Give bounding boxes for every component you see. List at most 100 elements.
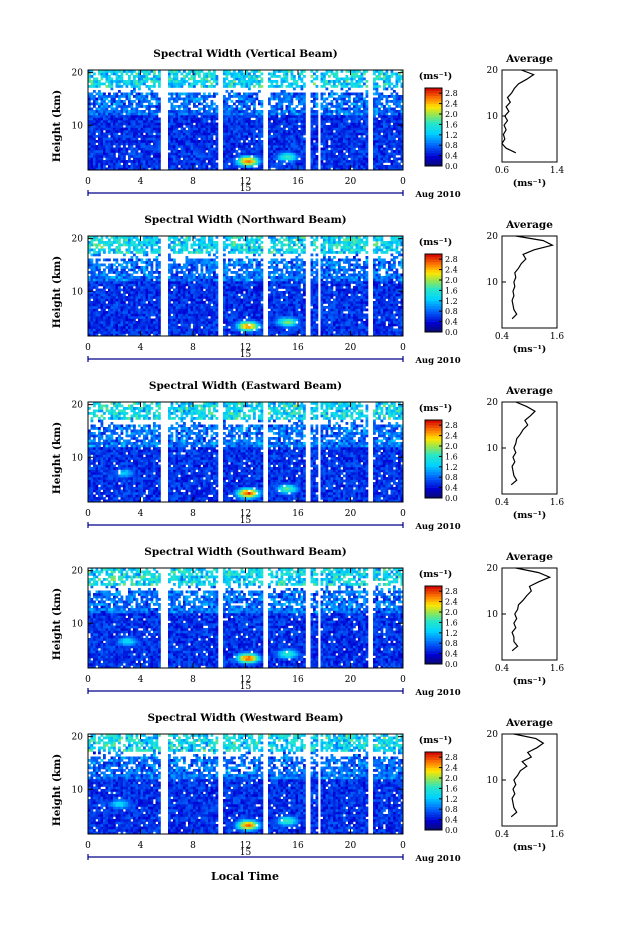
heatmap-cell xyxy=(250,127,254,131)
heatmap-cell xyxy=(295,165,299,168)
heatmap-cell xyxy=(143,303,146,307)
heatmap-cell xyxy=(175,122,179,126)
heatmap-cell xyxy=(348,105,351,108)
heatmap-cell xyxy=(208,137,211,141)
heatmap-cell xyxy=(228,145,231,148)
heatmap-cell xyxy=(140,303,144,307)
heatmap-cell xyxy=(268,135,271,138)
heatmap-cell xyxy=(130,155,134,158)
heatmap-cell xyxy=(178,160,181,163)
heatmap-cell xyxy=(170,132,174,136)
heatmap-cell xyxy=(143,323,146,327)
heatmap-cell xyxy=(190,132,194,136)
heatmap-cell xyxy=(253,110,256,113)
heatmap-cell xyxy=(153,293,156,297)
heatmap-cell xyxy=(250,75,254,78)
heatmap-cell xyxy=(103,132,106,136)
heatmap-cell xyxy=(88,306,91,309)
heatmap-cell xyxy=(155,132,159,136)
heatmap-cell xyxy=(95,306,99,309)
heatmap-cell xyxy=(225,155,229,158)
heatmap-cell xyxy=(140,155,144,158)
heatmap-cell xyxy=(133,77,136,81)
heatmap-cell xyxy=(245,117,249,121)
heatmap-cell xyxy=(95,140,99,143)
heatmap-cell xyxy=(103,105,106,108)
heatmap-cell xyxy=(255,145,259,148)
heatmap-cell xyxy=(395,160,399,163)
heatmap-cell xyxy=(190,157,194,161)
heatmap-cell xyxy=(90,165,94,168)
heatmap-cell xyxy=(258,122,261,126)
heatmap-cell xyxy=(373,162,376,166)
heatmap-cell xyxy=(338,102,341,106)
heatmap-cell xyxy=(283,140,286,143)
heatmap-cell xyxy=(115,258,119,262)
heatmap-cell xyxy=(155,100,159,103)
colorbar xyxy=(425,88,442,167)
heatmap-cell xyxy=(148,293,151,297)
heatmap-cell xyxy=(108,142,111,146)
heatmap-cell xyxy=(300,137,304,141)
heatmap-cell xyxy=(90,248,94,252)
heatmap-cell xyxy=(400,135,404,138)
heatmap-cell xyxy=(98,238,101,242)
heatmap-cell xyxy=(128,142,131,146)
heatmap-cell xyxy=(388,95,391,98)
heatmap-cell xyxy=(123,266,126,269)
heatmap-cell xyxy=(128,105,131,108)
heatmap-cell xyxy=(115,150,119,153)
heatmap-cell xyxy=(383,105,386,108)
heatmap-cell xyxy=(175,328,179,332)
heatmap-cell xyxy=(115,278,119,282)
heatmap-cell xyxy=(123,286,126,289)
heatmap-cell xyxy=(323,77,326,81)
heatmap-cell xyxy=(153,140,156,143)
heatmap-cell xyxy=(363,117,366,121)
heatmap-cell xyxy=(173,266,176,269)
heatmap-cell xyxy=(140,298,144,302)
heatmap-cell xyxy=(198,145,201,148)
heatmap-cell xyxy=(390,137,394,141)
heatmap-cell xyxy=(158,105,161,108)
heatmap-cell xyxy=(185,125,189,128)
heatmap-cell xyxy=(88,266,91,269)
heatmap-cell xyxy=(385,100,389,103)
heatmap-cell xyxy=(340,167,344,171)
heatmap-cell xyxy=(110,132,114,136)
heatmap-cell xyxy=(98,165,101,168)
heatmap-cell xyxy=(383,160,386,163)
heatmap-cell xyxy=(190,162,194,166)
heatmap-cell xyxy=(133,82,136,86)
heatmap-cell xyxy=(123,115,126,118)
heatmap-cell xyxy=(108,283,111,287)
heatmap-cell xyxy=(293,142,296,146)
heatmap-cell xyxy=(123,105,126,108)
heatmap-cell xyxy=(210,132,214,136)
heatmap-cell xyxy=(133,137,136,141)
heatmap-cell xyxy=(155,95,159,98)
heatmap-cell xyxy=(113,102,116,106)
heatmap-cell xyxy=(215,92,219,96)
heatmap-cell xyxy=(188,122,191,126)
heatmap-cell xyxy=(395,82,399,86)
heatmap-cell xyxy=(115,271,119,274)
heatmap-cell xyxy=(208,80,211,83)
heatmap-cell xyxy=(88,150,91,153)
heatmap-cell xyxy=(390,145,394,148)
heatmap-cell xyxy=(235,92,239,96)
heatmap-cell xyxy=(193,167,196,171)
heatmap-cell xyxy=(128,100,131,103)
heatmap-cell xyxy=(193,132,196,136)
heatmap-cell xyxy=(393,112,396,116)
heatmap-cell xyxy=(100,110,104,113)
heatmap-cell xyxy=(328,82,331,86)
heatmap-cell xyxy=(183,130,186,133)
heatmap-cell xyxy=(88,72,91,76)
heatmap-cell xyxy=(180,147,184,151)
heatmap-cell xyxy=(213,122,216,126)
heatmap-cell xyxy=(125,243,129,247)
heatmap-cell xyxy=(168,117,171,121)
heatmap-cell xyxy=(200,117,204,121)
heatmap-cell xyxy=(120,308,124,312)
